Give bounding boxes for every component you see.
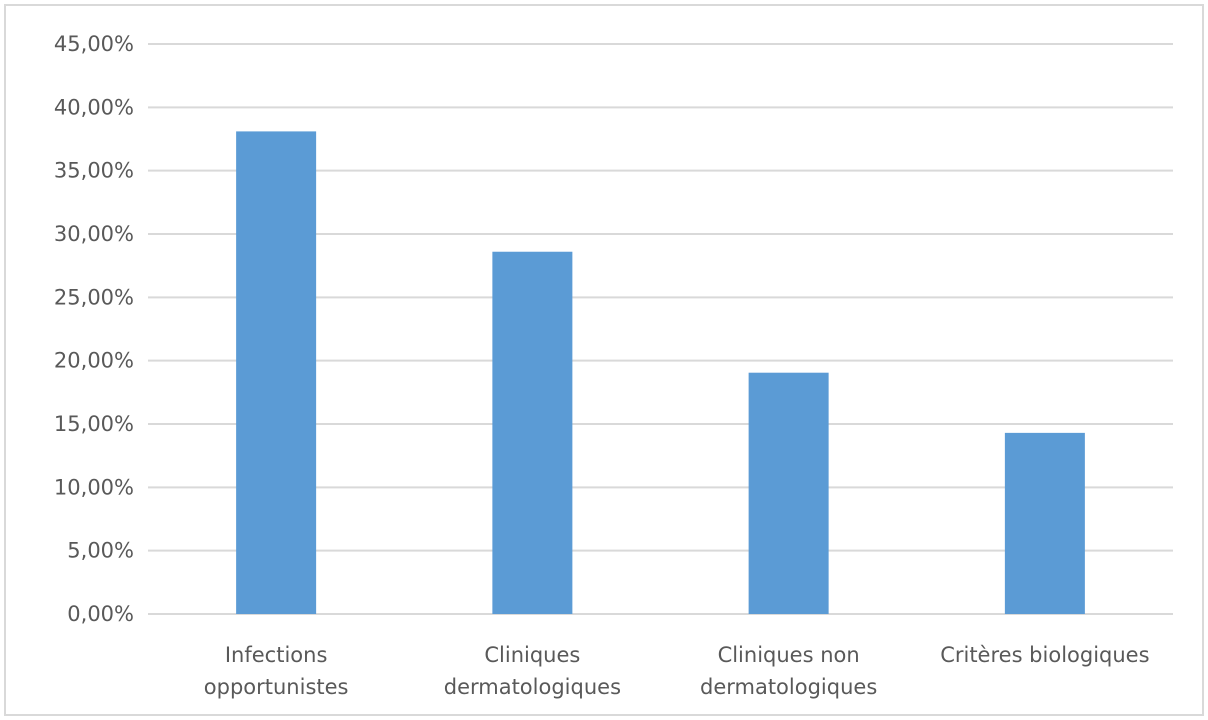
y-tick-label: 0,00% [67,602,134,626]
bar [1004,432,1085,614]
y-tick-label: 15,00% [54,412,134,436]
x-category-label-line: Critères biologiques [940,643,1149,667]
x-category-label-line: dermatologiques [700,675,877,699]
gridlines [148,43,1173,615]
x-category-label: Infections opportunistes [204,643,349,699]
y-tick-label: 40,00% [54,95,134,119]
y-tick-label: 35,00% [54,159,134,183]
y-tick-label: 25,00% [54,285,134,309]
x-category-label-line: Cliniques non [718,643,860,667]
x-category-label-line: Infections [225,643,328,667]
x-axis-category-labels: Infections opportunistes Cliniques dermatol… [204,643,1150,699]
bar [492,251,573,614]
y-tick-label: 20,00% [54,349,134,373]
x-category-label: Critères biologiques [940,643,1149,667]
x-category-label-line: opportunistes [204,675,349,699]
bars [236,131,1085,614]
y-tick-label: 30,00% [54,222,134,246]
y-tick-label: 5,00% [67,539,134,563]
bar [748,372,829,614]
x-category-label: Cliniques dermatologiques [444,643,621,699]
x-category-label-line: Cliniques [484,643,580,667]
x-category-label-line: dermatologiques [444,675,621,699]
bar [236,131,317,614]
y-axis-tick-labels: 0,00% 5,00% 10,00% 15,00% 20,00% 25,00% 30,00%… [54,32,134,626]
x-category-label: Cliniques non dermatologiques [700,643,877,699]
y-tick-label: 45,00% [54,32,134,56]
y-tick-label: 10,00% [54,475,134,499]
